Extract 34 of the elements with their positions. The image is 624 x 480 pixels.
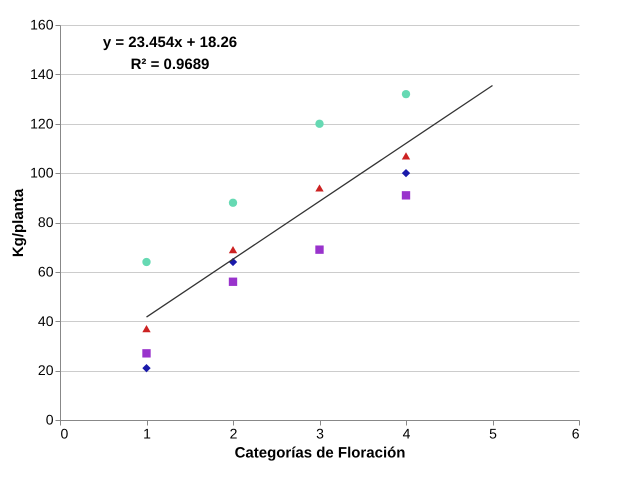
point <box>315 245 324 254</box>
point <box>315 120 324 128</box>
point <box>402 191 410 200</box>
x-tick-label: 5 <box>489 426 498 442</box>
point <box>142 364 151 372</box>
y-tick-label: 40 <box>38 312 54 329</box>
point <box>315 184 324 192</box>
y-tick-label: 80 <box>38 214 54 230</box>
x-tick-label: 2 <box>230 426 238 442</box>
x-tick-label: 4 <box>402 426 411 442</box>
annotation: R² = 0.9689 <box>130 56 210 73</box>
point <box>228 278 238 286</box>
x-tick-label: 1 <box>143 426 152 442</box>
y-tick-label: 0 <box>46 412 54 428</box>
y-tick-label: 100 <box>30 164 54 181</box>
x-axis-title: Categorías de Floración <box>234 444 406 462</box>
x-tick-label: 3 <box>316 426 324 442</box>
x-tick-label: 6 <box>572 426 580 442</box>
point <box>142 258 151 266</box>
point <box>228 198 238 207</box>
annotation: y = 23.454x + 18.26 <box>102 34 238 51</box>
point <box>402 168 410 178</box>
y-axis-title: Kg/planta <box>10 188 28 258</box>
y-tick-label: 120 <box>30 115 54 132</box>
x-tick-label: 0 <box>60 426 68 442</box>
point <box>142 325 151 332</box>
point <box>402 152 410 160</box>
y-tick-label: 20 <box>38 362 54 378</box>
point <box>402 90 410 98</box>
y-tick-label: 60 <box>38 263 54 280</box>
point <box>228 246 238 254</box>
point <box>142 349 151 358</box>
y-tick-label: 160 <box>30 16 54 32</box>
y-tick-label: 140 <box>30 66 54 82</box>
